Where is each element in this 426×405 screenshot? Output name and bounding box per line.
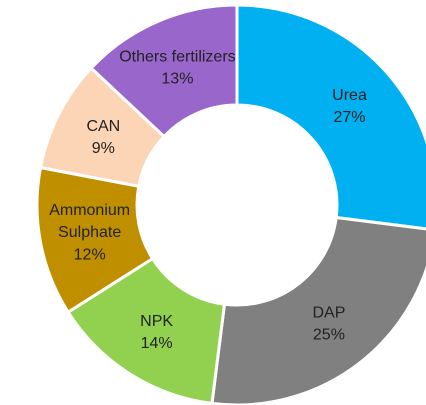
slice-value-label: 9% bbox=[92, 140, 115, 157]
slice-value-label: 14% bbox=[141, 335, 173, 352]
slice-label: DAP bbox=[312, 305, 345, 322]
donut-slice bbox=[89, 3, 239, 139]
slice-label: Urea bbox=[332, 87, 367, 104]
slice-value-label: 12% bbox=[74, 246, 106, 263]
slice-value-label: 27% bbox=[334, 109, 366, 126]
slice-value-label: 25% bbox=[313, 327, 345, 344]
slice-label: CAN bbox=[86, 118, 120, 135]
slice-value-label: 13% bbox=[161, 71, 193, 88]
slice-label: NPK bbox=[140, 313, 173, 330]
slice-label: Ammonium Sulphate bbox=[49, 202, 130, 241]
donut-slice bbox=[235, 3, 426, 231]
slice-label: Others fertilizers bbox=[119, 49, 235, 66]
